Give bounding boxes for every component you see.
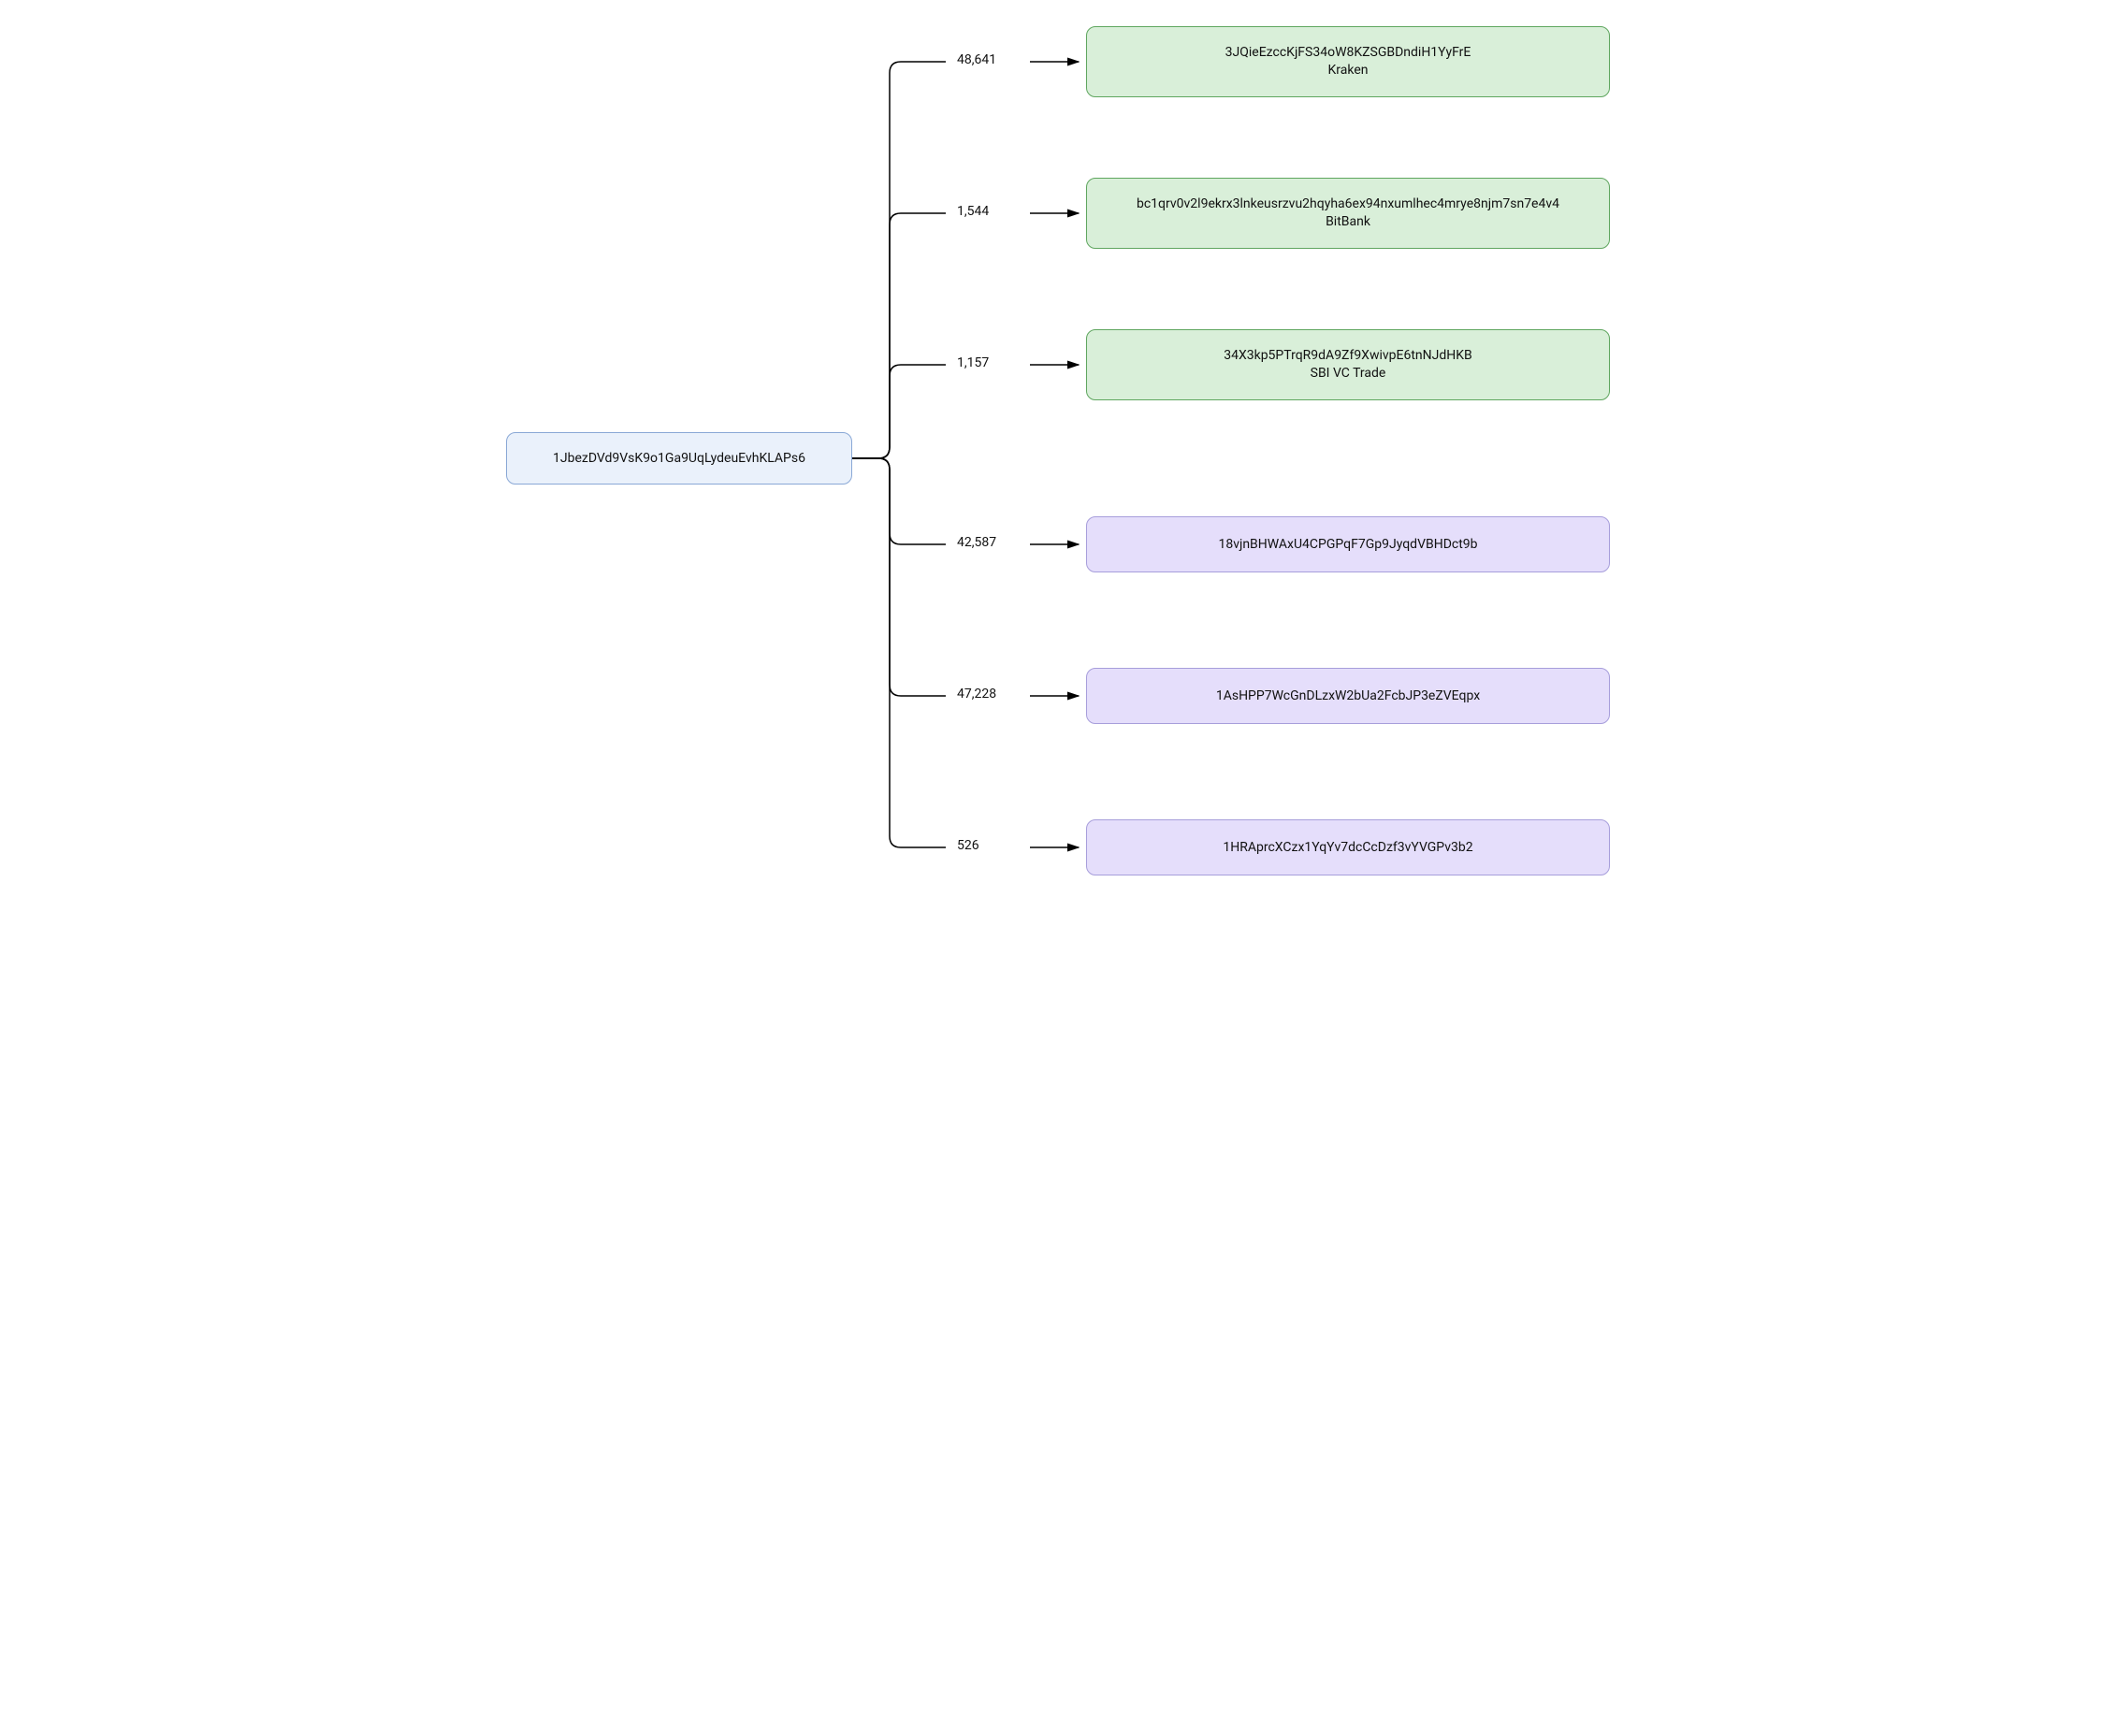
target-node-t1: bc1qrv0v2l9ekrx3lnkeusrzvu2hqyha6ex94nxu… <box>1086 178 1610 249</box>
target-node-t3: 18vjnBHWAxU4CPGPqF7Gp9JyqdVBHDct9b <box>1086 516 1610 572</box>
edge-value-label: 1,157 <box>955 355 991 370</box>
source-node: 1JbezDVd9VsK9o1Ga9UqLydeuEvhKLAPs6 <box>506 432 852 485</box>
address-text: 1JbezDVd9VsK9o1Ga9UqLydeuEvhKLAPs6 <box>553 450 805 468</box>
target-node-t4: 1AsHPP7WcGnDLzxW2bUa2FcbJP3eZVEqpx <box>1086 668 1610 724</box>
edge-value-label: 526 <box>955 838 981 853</box>
diagram-canvas: 1JbezDVd9VsK9o1Ga9UqLydeuEvhKLAPs6 3JQieE… <box>487 0 1629 935</box>
address-text: 18vjnBHWAxU4CPGPqF7Gp9JyqdVBHDct9b <box>1218 536 1477 554</box>
edge-branch <box>852 365 946 458</box>
address-text: 1HRAprcXCzx1YqYv7dcCcDzf3vYVGPv3b2 <box>1223 839 1472 857</box>
edge-branch <box>852 213 946 458</box>
entity-label: BitBank <box>1326 213 1370 231</box>
address-text: bc1qrv0v2l9ekrx3lnkeusrzvu2hqyha6ex94nxu… <box>1137 195 1559 213</box>
address-text: 1AsHPP7WcGnDLzxW2bUa2FcbJP3eZVEqpx <box>1216 687 1480 705</box>
address-text: 3JQieEzccKjFS34oW8KZSGBDndiH1YyFrE <box>1225 44 1471 62</box>
target-node-t2: 34X3kp5PTrqR9dA9Zf9XwivpE6tnNJdHKBSBI VC… <box>1086 329 1610 400</box>
entity-label: SBI VC Trade <box>1311 365 1386 383</box>
edge-value-label: 47,228 <box>955 687 998 702</box>
edge-value-label: 42,587 <box>955 535 998 550</box>
target-node-t0: 3JQieEzccKjFS34oW8KZSGBDndiH1YyFrEKraken <box>1086 26 1610 97</box>
edge-branch <box>852 458 946 696</box>
edge-branch <box>852 62 946 458</box>
edge-branch <box>852 458 946 847</box>
edge-value-label: 48,641 <box>955 52 998 67</box>
address-text: 34X3kp5PTrqR9dA9Zf9XwivpE6tnNJdHKB <box>1224 347 1472 365</box>
entity-label: Kraken <box>1328 62 1369 80</box>
target-node-t5: 1HRAprcXCzx1YqYv7dcCcDzf3vYVGPv3b2 <box>1086 819 1610 875</box>
edge-value-label: 1,544 <box>955 204 991 219</box>
edge-branch <box>852 458 946 544</box>
